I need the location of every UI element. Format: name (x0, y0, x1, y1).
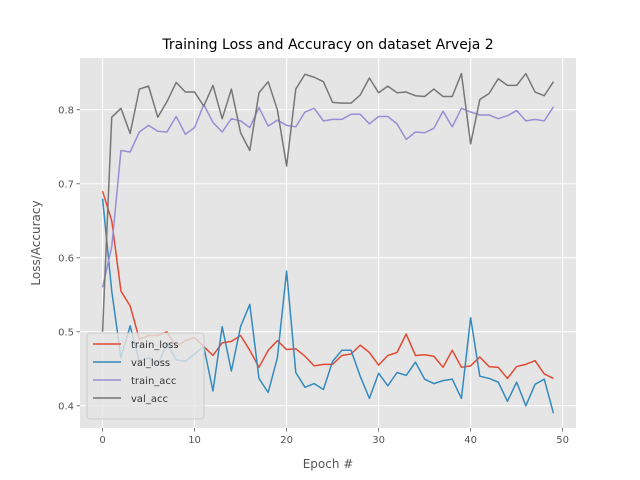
y-axis-ticks: 0.4 0.5 0.6 0.7 0.8 (58, 105, 80, 412)
legend-label-train-loss: train_loss (131, 340, 179, 351)
x-axis-ticks: 0 10 20 30 40 50 (99, 428, 569, 446)
y-tick-label: 0.8 (58, 105, 74, 116)
legend: train_loss val_loss train_acc val_acc (86, 332, 205, 420)
y-axis-label: Loss/Accuracy (29, 200, 43, 285)
series-layer (101, 72, 555, 414)
y-tick-label: 0.6 (58, 253, 74, 264)
legend-label-val-acc: val_acc (131, 394, 168, 405)
series-line-val-acc (101, 72, 555, 332)
y-tick-label: 0.5 (58, 327, 74, 338)
y-tick-label: 0.7 (58, 179, 74, 190)
series-line-train-acc (101, 103, 555, 288)
legend-label-train-acc: train_acc (131, 376, 176, 387)
x-tick-label: 10 (188, 435, 201, 446)
chart-title: Training Loss and Accuracy on dataset Ar… (161, 37, 493, 53)
x-tick-label: 20 (280, 435, 293, 446)
y-tick-label: 0.4 (58, 401, 74, 412)
x-tick-label: 50 (556, 435, 569, 446)
x-tick-label: 30 (372, 435, 385, 446)
legend-label-val-loss: val_loss (131, 358, 170, 369)
x-tick-label: 0 (99, 435, 105, 446)
x-axis-label: Epoch # (303, 457, 354, 471)
grid (80, 58, 576, 428)
x-tick-label: 40 (464, 435, 477, 446)
